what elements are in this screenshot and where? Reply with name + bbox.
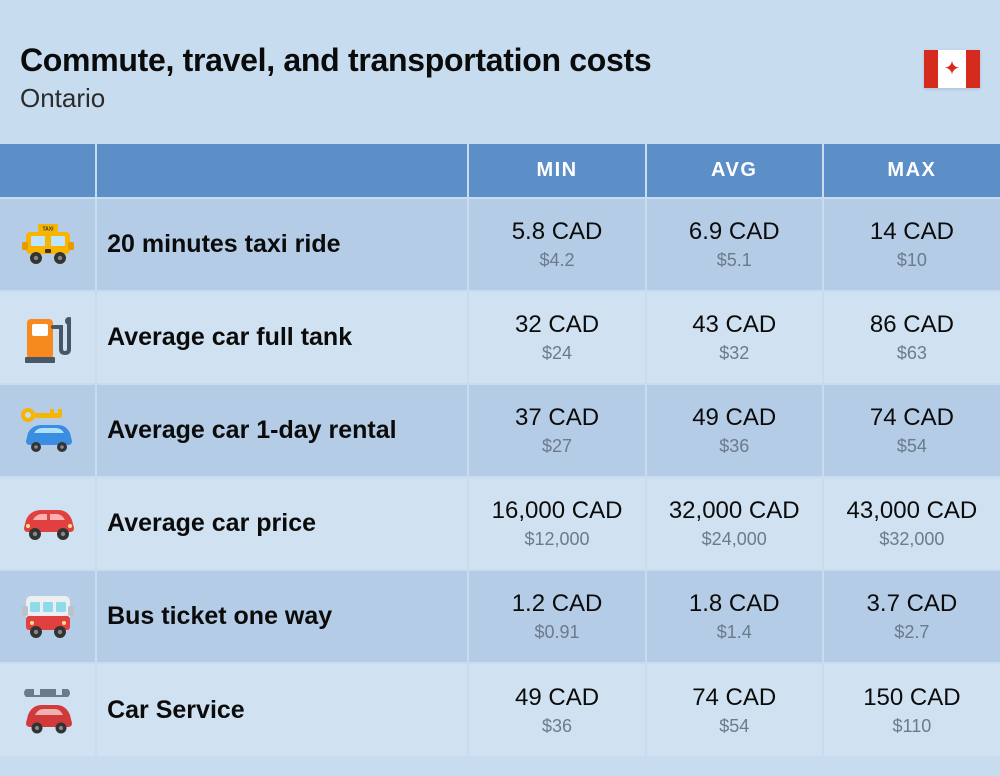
cell-min: 5.8 CAD $4.2 xyxy=(468,198,645,291)
fuel-icon xyxy=(0,291,96,384)
value-cad: 14 CAD xyxy=(824,218,1000,246)
car-icon xyxy=(0,477,96,570)
value-cad: 1.8 CAD xyxy=(647,590,822,618)
cell-max: 3.7 CAD $2.7 xyxy=(823,570,1000,663)
value-cad: 5.8 CAD xyxy=(469,218,644,246)
value-usd: $24 xyxy=(469,343,644,364)
value-cad: 1.2 CAD xyxy=(469,590,644,618)
row-label: Bus ticket one way xyxy=(96,570,468,663)
rental-icon xyxy=(0,384,96,477)
bus-icon xyxy=(0,570,96,663)
cell-avg: 32,000 CAD $24,000 xyxy=(646,477,823,570)
value-cad: 74 CAD xyxy=(647,684,822,712)
cell-min: 32 CAD $24 xyxy=(468,291,645,384)
value-cad: 43 CAD xyxy=(647,311,822,339)
header-blank-2 xyxy=(96,144,468,198)
value-cad: 32,000 CAD xyxy=(647,497,822,525)
value-usd: $54 xyxy=(824,436,1000,457)
header-min: MIN xyxy=(468,144,645,198)
value-usd: $27 xyxy=(469,436,644,457)
cell-max: 150 CAD $110 xyxy=(823,663,1000,756)
value-cad: 16,000 CAD xyxy=(469,497,644,525)
value-cad: 49 CAD xyxy=(469,684,644,712)
value-usd: $24,000 xyxy=(647,529,822,550)
value-usd: $12,000 xyxy=(469,529,644,550)
value-cad: 3.7 CAD xyxy=(824,590,1000,618)
value-cad: 43,000 CAD xyxy=(824,497,1000,525)
row-label: Car Service xyxy=(96,663,468,756)
table-row: Average car price16,000 CAD $12,00032,000… xyxy=(0,477,1000,570)
value-usd: $10 xyxy=(824,250,1000,271)
page-title: Commute, travel, and transportation cost… xyxy=(20,42,651,79)
value-cad: 74 CAD xyxy=(824,404,1000,432)
canada-flag-icon: ✦ xyxy=(924,50,980,88)
table-row: TAXI 20 minutes taxi ride5.8 CAD $4.26.9 … xyxy=(0,198,1000,291)
row-label: Average car 1-day rental xyxy=(96,384,468,477)
cell-max: 43,000 CAD $32,000 xyxy=(823,477,1000,570)
cell-avg: 1.8 CAD $1.4 xyxy=(646,570,823,663)
cell-min: 16,000 CAD $12,000 xyxy=(468,477,645,570)
table-row: Average car 1-day rental37 CAD$2749 CAD$… xyxy=(0,384,1000,477)
value-usd: $5.1 xyxy=(647,250,822,271)
svg-text:TAXI: TAXI xyxy=(42,226,54,232)
cell-max: 86 CAD $63 xyxy=(823,291,1000,384)
header-max: MAX xyxy=(823,144,1000,198)
value-usd: $36 xyxy=(469,716,644,737)
taxi-icon: TAXI xyxy=(0,198,96,291)
header-avg: AVG xyxy=(646,144,823,198)
value-usd: $4.2 xyxy=(469,250,644,271)
value-usd: $54 xyxy=(647,716,822,737)
value-usd: $32 xyxy=(647,343,822,364)
value-cad: 150 CAD xyxy=(824,684,1000,712)
value-usd: $32,000 xyxy=(824,529,1000,550)
value-usd: $2.7 xyxy=(824,622,1000,643)
header-blank-1 xyxy=(0,144,96,198)
value-cad: 32 CAD xyxy=(469,311,644,339)
cell-avg: 6.9 CAD $5.1 xyxy=(646,198,823,291)
table-row: Bus ticket one way1.2 CAD $0.911.8 CAD $1.… xyxy=(0,570,1000,663)
value-usd: $0.91 xyxy=(469,622,644,643)
value-cad: 86 CAD xyxy=(824,311,1000,339)
cell-min: 1.2 CAD $0.91 xyxy=(468,570,645,663)
cell-min: 49 CAD $36 xyxy=(468,663,645,756)
value-cad: 6.9 CAD xyxy=(647,218,822,246)
cell-max: 74 CAD $54 xyxy=(823,384,1000,477)
value-cad: 49 CAD xyxy=(647,404,822,432)
cell-avg: 49 CAD $36 xyxy=(646,384,823,477)
row-label: 20 minutes taxi ride xyxy=(96,198,468,291)
cell-avg: 43 CAD $32 xyxy=(646,291,823,384)
value-usd: $36 xyxy=(647,436,822,457)
cell-min: 37 CAD $27 xyxy=(468,384,645,477)
cell-avg: 74 CAD $54 xyxy=(646,663,823,756)
row-label: Average car price xyxy=(96,477,468,570)
page-subtitle: Ontario xyxy=(20,83,651,114)
costs-table: MIN AVG MAX TAXI 20 minutes taxi ride5.8… xyxy=(0,144,1000,756)
value-usd: $110 xyxy=(824,716,1000,737)
value-usd: $1.4 xyxy=(647,622,822,643)
service-icon xyxy=(0,663,96,756)
value-cad: 37 CAD xyxy=(469,404,644,432)
table-row: Car Service49 CAD $3674 CAD $54150 CAD $110 xyxy=(0,663,1000,756)
table-row: Average car full tank32 CAD $2443 CAD $328… xyxy=(0,291,1000,384)
value-usd: $63 xyxy=(824,343,1000,364)
cell-max: 14 CAD $10 xyxy=(823,198,1000,291)
row-label: Average car full tank xyxy=(96,291,468,384)
